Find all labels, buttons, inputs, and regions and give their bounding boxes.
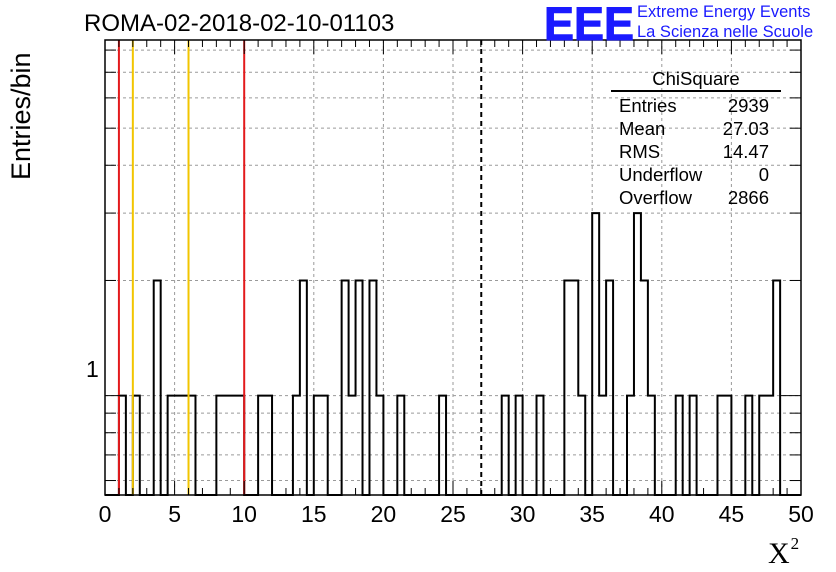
run-title: ROMA-02-2018-02-10-01103	[84, 10, 395, 37]
stats-row-mean: Mean 27.03	[611, 117, 781, 140]
x-tick-label: 45	[719, 501, 745, 527]
stats-row-overflow: Overflow 2866	[611, 186, 781, 209]
org-line-2: La Scienza nelle Scuole	[637, 23, 814, 41]
stats-value: 27.03	[722, 118, 769, 139]
stats-value: 0	[758, 164, 769, 185]
x-tick-label: 20	[371, 501, 397, 527]
x-tick-label: 35	[579, 501, 605, 527]
stats-title: ChiSquare	[611, 68, 781, 92]
stats-value: 14.47	[722, 141, 769, 162]
org-line-1: Extreme Energy Events	[637, 3, 811, 21]
y-tick-label: 1	[86, 356, 99, 382]
stats-label: Mean	[619, 118, 666, 139]
x-axis-label-sup: 2	[790, 534, 800, 553]
eee-logo-letters: EEE	[544, 2, 634, 42]
stats-row-underflow: Underflow 0	[611, 163, 781, 186]
x-tick-label: 0	[99, 501, 112, 527]
stats-label: RMS	[619, 141, 661, 162]
x-tick-label: 10	[231, 501, 257, 527]
x-tick-label: 15	[301, 501, 327, 527]
stats-label: Overflow	[619, 187, 692, 208]
stats-box: ChiSquare Entries 2939 Mean 27.03 RMS 14.47…	[611, 68, 781, 209]
stats-value: 2866	[727, 187, 769, 208]
y-axis-label: Entries/bin	[6, 52, 36, 180]
x-tick-label: 30	[510, 501, 536, 527]
x-axis-label: Χ2	[768, 534, 799, 571]
stats-value: 2939	[727, 95, 769, 116]
x-tick-label: 50	[788, 501, 814, 527]
stats-label: Entries	[619, 95, 677, 116]
eee-logo: EEE	[544, 2, 634, 42]
org-text: Extreme Energy Events La Scienza nelle S…	[637, 2, 813, 42]
stats-row-rms: RMS 14.47	[611, 140, 781, 163]
stats-label: Underflow	[619, 164, 703, 185]
x-tick-label: 40	[649, 501, 675, 527]
x-axis-label-base: Χ	[768, 537, 790, 570]
x-tick-label: 25	[440, 501, 466, 527]
x-tick-label: 5	[168, 501, 181, 527]
stats-row-entries: Entries 2939	[611, 94, 781, 117]
